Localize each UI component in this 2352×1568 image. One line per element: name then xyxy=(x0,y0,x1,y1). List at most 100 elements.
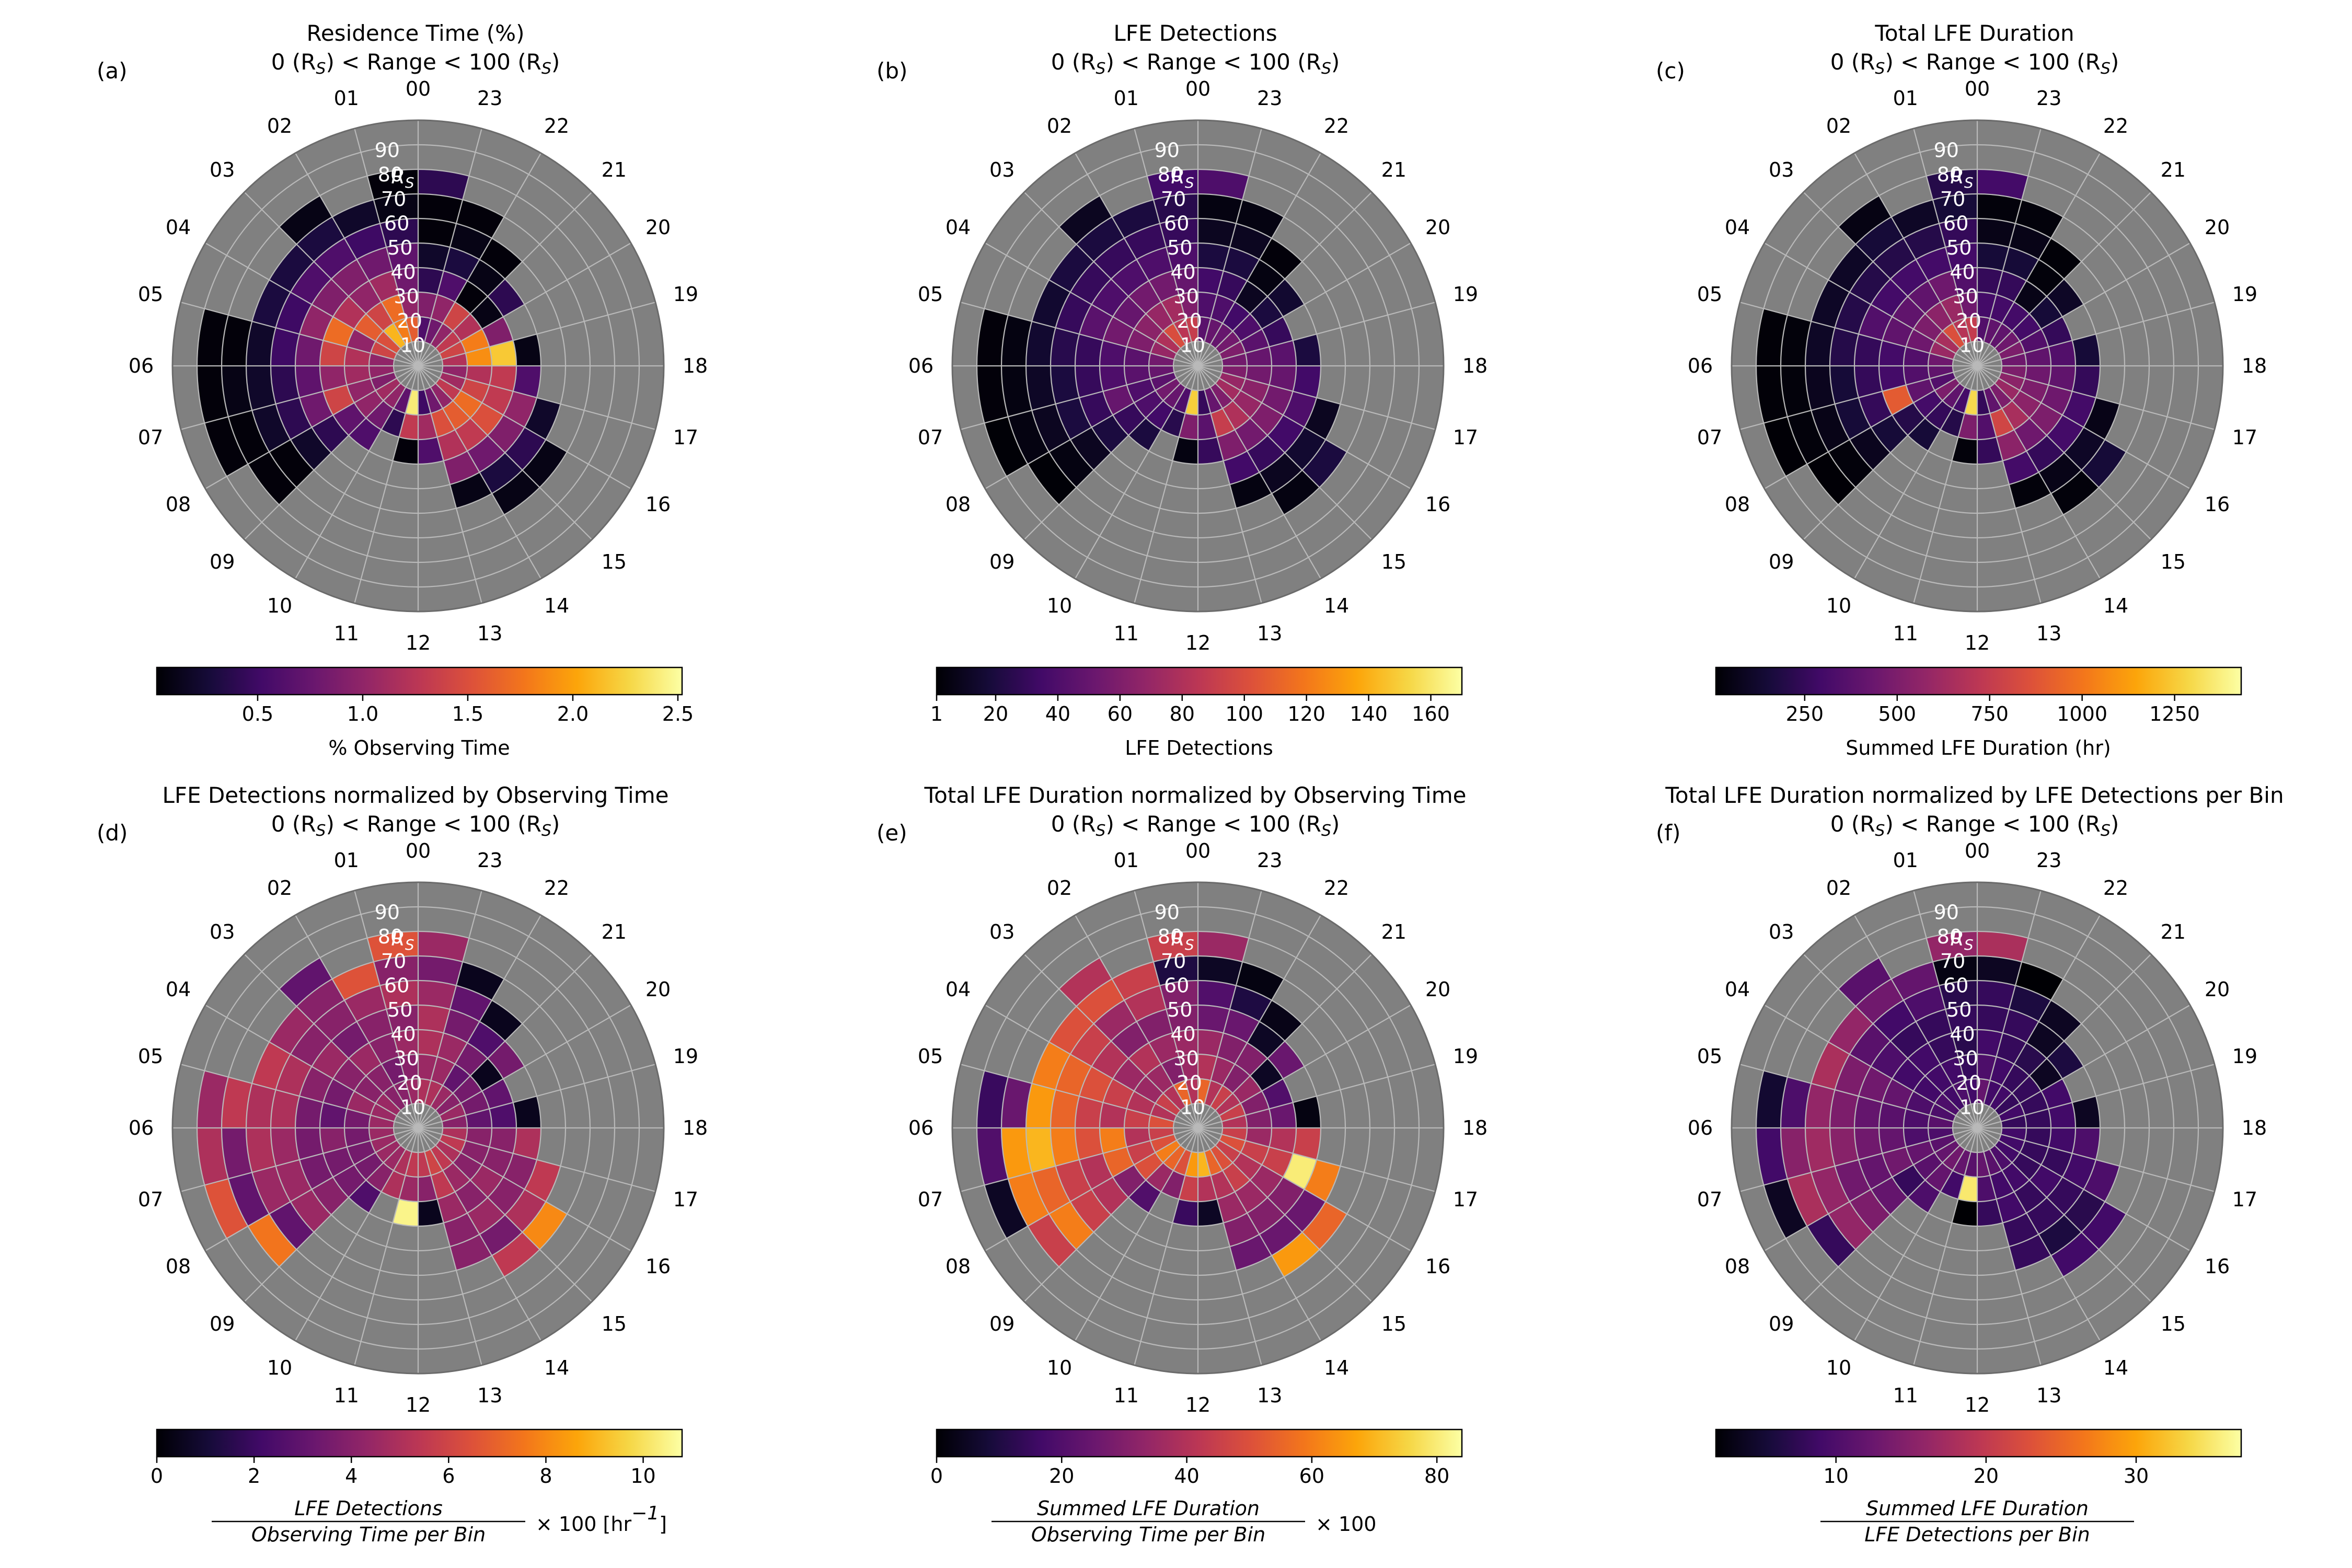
heatmap-cell xyxy=(405,389,418,415)
range-label: 90 xyxy=(375,901,400,924)
hour-label: 06 xyxy=(129,354,154,377)
heatmap-cell xyxy=(347,1091,376,1115)
range-label: 40 xyxy=(1950,1023,1975,1046)
hour-spoke xyxy=(1977,915,2101,1128)
heatmap-cell xyxy=(424,387,443,413)
hour-spoke xyxy=(1976,365,2042,604)
range-subtitle-part: S xyxy=(1096,822,1105,840)
range-unit-label: RS xyxy=(1950,165,1973,191)
heatmap-cell xyxy=(1953,387,1971,413)
heatmap-cell xyxy=(369,353,395,366)
heatmap-cell xyxy=(1977,243,2009,271)
range-subtitle-part: S xyxy=(1321,822,1331,840)
heatmap-cell xyxy=(1103,1079,1134,1109)
range-unit-text: R xyxy=(1950,165,1964,188)
heatmap-cell xyxy=(418,981,456,1010)
heatmap-cell xyxy=(1879,340,1906,366)
range-label: 40 xyxy=(390,261,416,284)
range-label: 20 xyxy=(1956,309,1981,332)
heatmap-cell xyxy=(1930,1134,1956,1152)
heatmap-cell xyxy=(1026,1128,1056,1173)
range-label: 30 xyxy=(394,1047,419,1070)
hour-spoke xyxy=(1739,302,1978,367)
heatmap-cell xyxy=(2051,470,2099,515)
heatmap-cell xyxy=(487,415,525,453)
heatmap-cell xyxy=(1198,1151,1211,1178)
hour-label: 18 xyxy=(2242,1116,2267,1139)
hour-label: 00 xyxy=(1965,839,1990,862)
hour-label: 08 xyxy=(1725,493,1750,516)
heatmap-cell xyxy=(467,435,505,472)
colorbar-tick-label: 100 xyxy=(1225,702,1263,725)
heatmap-cell xyxy=(332,962,381,1000)
heatmap-cell xyxy=(269,1202,314,1250)
heatmap-cell xyxy=(976,1070,1008,1128)
range-label: 10 xyxy=(1180,333,1205,356)
hour-label: 21 xyxy=(1381,920,1406,943)
hour-label: 01 xyxy=(1893,87,1918,110)
heatmap-cell xyxy=(1882,1079,1913,1109)
heatmap-cell xyxy=(1830,366,1859,404)
colorbar-tick-label: 1.5 xyxy=(452,702,483,725)
heatmap-cell xyxy=(1293,1128,1321,1160)
polar-grid xyxy=(1731,119,2224,613)
hour-label: 22 xyxy=(544,877,569,900)
range-label: 90 xyxy=(1934,139,1959,162)
range-label: 60 xyxy=(1164,974,1189,997)
hour-label: 23 xyxy=(477,849,502,872)
heatmap-cell xyxy=(2012,314,2042,341)
heatmap-cell xyxy=(394,387,412,413)
heatmap-cell xyxy=(1149,1128,1174,1141)
colorbar-gradient xyxy=(936,1428,1463,1458)
range-subtitle: 0 (RS) < Range < 100 (RS) xyxy=(1051,49,1340,78)
heatmap-cell xyxy=(354,1152,384,1180)
heatmap-cell xyxy=(1805,1128,1835,1173)
colorbar-tick-label: 1250 xyxy=(2149,702,2200,725)
heatmap-cell xyxy=(1155,1140,1181,1163)
colorbar-label-numerator: Summed LFE Duration xyxy=(1037,1497,1260,1520)
colorbar-tick-label: 4 xyxy=(345,1465,358,1488)
heatmap-cell xyxy=(456,962,504,1000)
colorbar-label-denominator: Observing Time per Bin xyxy=(251,1523,486,1546)
hour-label: 12 xyxy=(1965,1393,1990,1416)
colorbar-tick-label: 120 xyxy=(1287,702,1325,725)
colorbar-tick-label: 0 xyxy=(930,1465,943,1488)
hour-label: 12 xyxy=(1185,1393,1210,1416)
heatmap-cell xyxy=(269,1006,314,1054)
heatmap-cell xyxy=(1855,217,1904,262)
heatmap-cell xyxy=(1994,1093,2020,1116)
heatmap-cell xyxy=(1161,1170,1185,1200)
heatmap-cell xyxy=(1198,956,1243,986)
hour-label: 09 xyxy=(210,550,235,573)
heatmap-cell xyxy=(453,314,482,341)
heatmap-cell xyxy=(1198,243,1230,271)
heatmap-cell xyxy=(1217,1033,1247,1064)
range-subtitle-part: 0 (R xyxy=(1830,49,1875,75)
hour-label: 20 xyxy=(2205,216,2230,239)
heatmap-cell xyxy=(1215,1093,1241,1116)
hour-label: 05 xyxy=(1697,1045,1722,1068)
heatmap-cell xyxy=(492,1232,540,1277)
heatmap-cell xyxy=(1240,1140,1270,1165)
heatmap-cell xyxy=(1210,294,1235,324)
heatmap-cell xyxy=(976,366,1008,423)
heatmap-cell xyxy=(1930,1103,1956,1122)
hour-label: 07 xyxy=(138,1188,163,1211)
hour-label: 04 xyxy=(1725,978,1750,1001)
heatmap-cell xyxy=(1240,329,1270,353)
range-unit-text: R xyxy=(391,165,405,188)
heatmap-cell xyxy=(1149,366,1174,379)
colorbar-label-numerator: LFE Detections xyxy=(294,1497,443,1520)
range-label: 20 xyxy=(1956,1071,1981,1094)
heatmap-cell xyxy=(443,1162,470,1192)
heatmap-cell xyxy=(1932,956,1977,986)
heatmap-cells xyxy=(1756,169,2126,515)
heatmap-cell xyxy=(1091,1177,1129,1215)
range-label: 30 xyxy=(1173,285,1198,308)
heatmap-cell xyxy=(1210,323,1233,349)
heatmap-cell xyxy=(1267,279,1305,317)
heatmap-cell xyxy=(1219,1103,1246,1122)
heatmap-cell xyxy=(2048,1102,2076,1128)
heatmap-cell xyxy=(1996,1192,2026,1223)
